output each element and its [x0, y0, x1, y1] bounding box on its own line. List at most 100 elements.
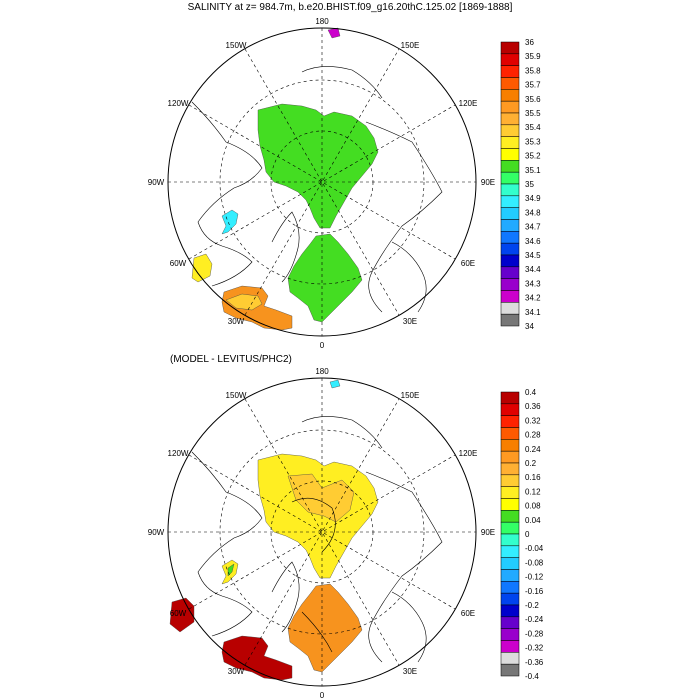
bottom-lon-label-90w: 90W [148, 528, 165, 537]
difference-colorbar-swatch [500, 391, 520, 405]
difference-colorbar-label: 0.24 [525, 445, 541, 454]
bottom-lon-label-120e: 120E [459, 449, 478, 458]
difference-colorbar-label: -0.08 [525, 558, 544, 567]
difference-colorbar-label: -0.32 [525, 644, 544, 653]
difference-colorbar-swatch [500, 439, 520, 452]
salinity-colorbar-label: 34.6 [525, 237, 541, 246]
difference-colorbar-swatch [500, 462, 520, 476]
top-lon-label-90e: 90E [481, 178, 495, 187]
salinity-colorbar-label: 34.2 [525, 294, 541, 303]
salinity-colorbar-label: 35.7 [525, 81, 541, 90]
difference-colorbar-label: 0.32 [525, 416, 541, 425]
salinity-colorbar-swatch [500, 313, 520, 327]
bottom-lon-label-180: 180 [315, 367, 329, 376]
bottom-coastlines [191, 416, 443, 663]
difference-colorbar-swatch [500, 498, 520, 511]
difference-colorbar-label: 0.4 [525, 388, 537, 397]
salinity-colorbar-label: 35.6 [525, 95, 541, 104]
top-lon-label-30w: 30W [228, 317, 245, 326]
difference-colorbar-swatch [500, 581, 520, 594]
difference-colorbar-label: 0.08 [525, 502, 541, 511]
salinity-colorbar-label: 34.5 [525, 251, 541, 260]
green-salinity-field-arctic [257, 103, 379, 229]
difference-colorbar-label: 0.2 [525, 459, 537, 468]
difference-colorbar-swatch [500, 628, 520, 641]
difference-colorbar-label: -0.4 [525, 672, 539, 681]
difference-colorbar-swatch [500, 450, 520, 464]
light-orange-difference-field-arctic [287, 473, 355, 523]
bottom-lon-label-30w: 30W [228, 667, 245, 676]
difference-colorbar-label: 0.28 [525, 431, 541, 440]
dark-red-difference-patch-labrador [169, 597, 195, 633]
salinity-colorbar-label: 35.5 [525, 109, 541, 118]
difference-colorbar-label: 0.16 [525, 473, 541, 482]
difference-colorbar-label: -0.12 [525, 573, 544, 582]
top-lon-label-120e: 120E [459, 99, 478, 108]
difference-colorbar-swatch [500, 533, 520, 547]
difference-colorbar-label: 0.04 [525, 516, 541, 525]
salinity-colorbar-label: 34 [525, 322, 534, 331]
salinity-colorbar-label: 36 [525, 38, 534, 47]
difference-colorbar-label: 0.12 [525, 487, 541, 496]
salinity-colorbar-label: 35.3 [525, 137, 541, 146]
bottom-lon-label-150w: 150W [226, 391, 247, 400]
bottom-graticule [168, 378, 476, 686]
difference-colorbar-swatch [500, 415, 520, 428]
bottom-lon-label-90e: 90E [481, 528, 495, 537]
salinity-colorbar-label: 34.4 [525, 265, 541, 274]
cyan-difference-patch [329, 379, 341, 389]
difference-colorbar-swatch [500, 486, 520, 499]
top-lon-label-150e: 150E [401, 41, 420, 50]
difference-colorbar-label: -0.16 [525, 587, 544, 596]
salinity-colorbar-label: 35.8 [525, 66, 541, 75]
difference-colorbar-label: -0.28 [525, 629, 544, 638]
top-lon-label-180: 180 [315, 17, 329, 26]
bottom-lon-label-30e: 30E [403, 667, 417, 676]
bottom-lon-label-60e: 60E [461, 609, 475, 618]
difference-colorbar-swatch [500, 403, 520, 416]
top-lon-label-60w: 60W [170, 259, 187, 268]
difference-colorbar-swatch [500, 427, 520, 440]
difference-colorbar-swatch [500, 557, 520, 570]
difference-colorbar-swatch [500, 663, 520, 677]
difference-colorbar-swatch [500, 545, 520, 558]
difference-colorbar-label: -0.36 [525, 658, 544, 667]
difference-colorbar-swatch [500, 640, 520, 653]
bottom-lon-label-0: 0 [320, 691, 325, 700]
difference-colorbar-label: 0 [525, 530, 530, 539]
yellow-difference-field-arctic [257, 453, 379, 579]
bottom-lon-label-150e: 150E [401, 391, 420, 400]
difference-colorbar-label: -0.24 [525, 615, 544, 624]
salinity-colorbar-label: 35.2 [525, 152, 541, 161]
top-coastlines [191, 66, 443, 313]
salinity-colorbar-label: 35.1 [525, 166, 541, 175]
difference-colorbar-swatch [500, 604, 520, 618]
salinity-colorbar-label: 35.4 [525, 123, 541, 132]
difference-colorbar-swatch [500, 592, 520, 606]
salinity-colorbar-label: 34.8 [525, 208, 541, 217]
difference-colorbar-label: -0.04 [525, 544, 544, 553]
difference-colorbar-swatch [500, 616, 520, 629]
salinity-colorbar-label: 34.7 [525, 223, 541, 232]
cyan-salinity-patch-baffin [221, 209, 239, 235]
salinity-colorbar-label: 34.9 [525, 194, 541, 203]
salinity-colorbar-label: 34.3 [525, 279, 541, 288]
difference-colorbar-swatch [500, 510, 520, 523]
bottom-lon-label-120w: 120W [168, 449, 189, 458]
top-graticule [168, 28, 476, 336]
salinity-colorbar-label: 34.1 [525, 308, 541, 317]
bottom-lon-label-60w: 60W [170, 609, 187, 618]
salinity-colorbar-label: 35 [525, 180, 534, 189]
difference-colorbar-label: -0.2 [525, 601, 539, 610]
difference-colorbar-label: 0.36 [525, 402, 541, 411]
green-difference-patch-baffin [227, 563, 235, 577]
top-lon-label-150w: 150W [226, 41, 247, 50]
salinity-colorbar-label: 35.9 [525, 52, 541, 61]
top-lon-label-90w: 90W [148, 178, 165, 187]
yellow-salinity-patch-labrador [191, 253, 213, 283]
difference-colorbar-swatch [500, 474, 520, 487]
